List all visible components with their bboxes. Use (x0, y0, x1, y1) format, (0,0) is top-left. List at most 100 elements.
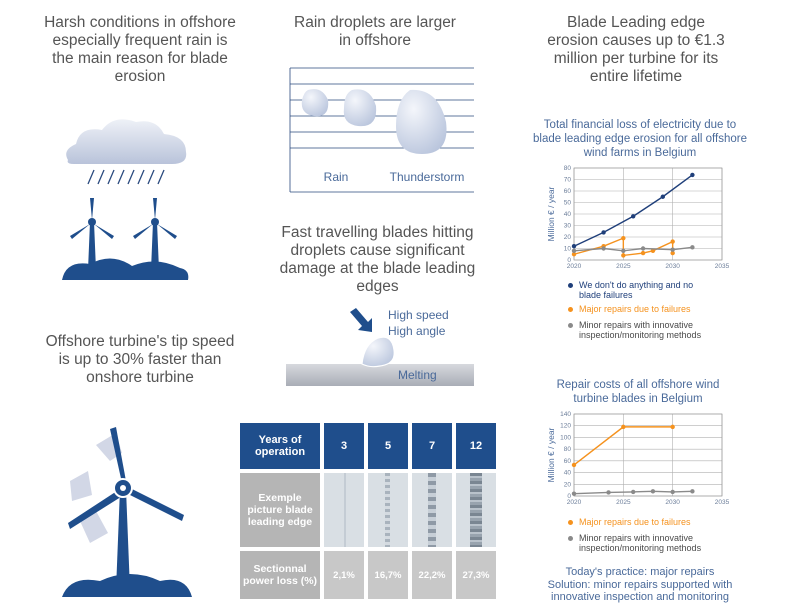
blade-impact-diagram (286, 308, 474, 386)
data-point (670, 239, 675, 244)
data-point (650, 248, 656, 253)
years-header: Years of operation (240, 423, 320, 469)
data-point (601, 230, 606, 235)
year-cell: 3 (324, 423, 364, 469)
legend-dot (568, 283, 573, 288)
y-tick-label: 60 (564, 458, 572, 465)
loss-cell: 16,7% (368, 551, 408, 599)
legend-item: Minor repairs with innovative inspection… (568, 320, 734, 340)
legend-item: Major repairs due to failures (568, 517, 691, 527)
y-tick-label: 30 (564, 223, 572, 230)
data-point (670, 489, 675, 495)
thunderstorm-label: Thunderstorm (389, 170, 465, 184)
data-point (650, 489, 656, 494)
chart1-legend: We don't do anything and no blade failur… (568, 280, 788, 340)
melting-label: Melting (398, 368, 437, 382)
plot-frame (573, 413, 723, 497)
data-point (621, 248, 626, 253)
tip-speed-title: Offshore turbine's tip speed is up to 30… (45, 333, 235, 386)
data-point (571, 244, 577, 249)
y-tick-label: 60 (564, 188, 572, 195)
chart2-legend: Major repairs due to failures Minor repa… (568, 517, 788, 557)
droplet-size-diagram (289, 67, 474, 193)
data-point (571, 248, 577, 253)
loss-cell: 2,1% (324, 551, 364, 599)
loss-cell: 22,2% (412, 551, 452, 599)
legend-dot (568, 536, 573, 541)
financial-loss-chart: 2020 2025 2030 203501020304050607080Million… (546, 165, 730, 270)
x-tick-label: 2020 (567, 263, 582, 270)
repair-costs-chart: 2020 2025 2030 2035 0 20 40 60 80 100 120 140 Millio… (546, 411, 730, 506)
y-tick-label: 40 (564, 470, 572, 477)
y-tick-label: 0 (567, 257, 571, 264)
data-point (571, 462, 577, 468)
practice-text: Today's practice: major repairs Solution… (532, 566, 748, 604)
data-point (606, 490, 611, 495)
series-line (573, 490, 693, 495)
y-tick-label: 140 (560, 411, 571, 418)
blade-photo-7y (412, 473, 452, 547)
legend-dot (568, 520, 573, 525)
legend-item: Major repairs due to failures (568, 304, 691, 314)
blade-photo-12y (456, 473, 496, 547)
blade-photo-5y (368, 473, 408, 547)
data-point (621, 253, 626, 258)
legend-label: We don't do anything and no blade failur… (579, 280, 694, 300)
high-angle-label: High angle (388, 324, 446, 338)
medium-droplet (343, 89, 377, 127)
x-tick-label: 2020 (567, 499, 582, 506)
y-tick-label: 10 (564, 246, 572, 253)
data-point (690, 489, 695, 494)
y-axis-label: Million € / year (546, 427, 556, 482)
y-tick-label: 70 (564, 177, 572, 184)
y-tick-label: 40 (564, 211, 572, 218)
y-tick-label: 100 (560, 434, 571, 441)
chart1-title: Total financial loss of electricity due … (533, 119, 747, 159)
legend-label: Minor repairs with innovative inspection… (579, 533, 702, 553)
legend-dot (568, 307, 573, 312)
cost-title: Blade Leading edge erosion causes up to … (547, 14, 725, 85)
high-speed-label: High speed (388, 308, 449, 322)
turbine-tip-speed-icon (62, 427, 192, 597)
droplets-title: Rain droplets are larger in offshore (294, 14, 456, 49)
blade-photo-3y (324, 473, 364, 547)
series-line (573, 237, 674, 257)
data-point (670, 247, 675, 252)
y-tick-label: 50 (564, 200, 572, 207)
legend-item: Minor repairs with innovative inspection… (568, 533, 734, 553)
operation-table: Years of operation 3 5 7 12 Exemple pict… (236, 419, 500, 603)
plot-frame (573, 167, 723, 261)
rain-label: Rain (323, 170, 349, 184)
series-line (573, 246, 693, 252)
legend-item: We don't do anything and no blade failur… (568, 280, 709, 300)
data-point (640, 246, 646, 251)
year-cell: 12 (456, 423, 496, 469)
data-point (640, 250, 646, 256)
data-point (690, 245, 695, 250)
legend-label: Major repairs due to failures (579, 517, 691, 527)
practice-line-1: Today's practice: major repairs (565, 566, 715, 578)
y-tick-label: 0 (567, 493, 571, 500)
x-tick-label: 2030 (665, 263, 680, 270)
data-point (660, 194, 665, 199)
y-tick-label: 20 (564, 481, 572, 488)
legend-dot (568, 323, 573, 328)
data-point (621, 424, 626, 430)
data-point (621, 235, 626, 241)
data-point (571, 252, 577, 257)
y-axis-label: Million € / year (546, 186, 556, 241)
y-tick-label: 120 (560, 423, 571, 430)
x-tick-label: 2035 (715, 263, 730, 270)
series-line (573, 174, 693, 247)
picture-header: Exemple picture blade leading edge (240, 473, 320, 547)
practice-line-2: Solution: minor repairs supported with i… (547, 578, 733, 604)
small-droplet (301, 89, 329, 117)
loss-cell: 27,3% (456, 551, 496, 599)
data-point (670, 424, 675, 430)
data-point (690, 172, 695, 178)
x-tick-label: 2025 (616, 499, 631, 506)
data-point (670, 250, 675, 256)
y-tick-label: 20 (564, 234, 572, 241)
x-tick-label: 2025 (616, 263, 631, 270)
data-point (571, 491, 577, 496)
